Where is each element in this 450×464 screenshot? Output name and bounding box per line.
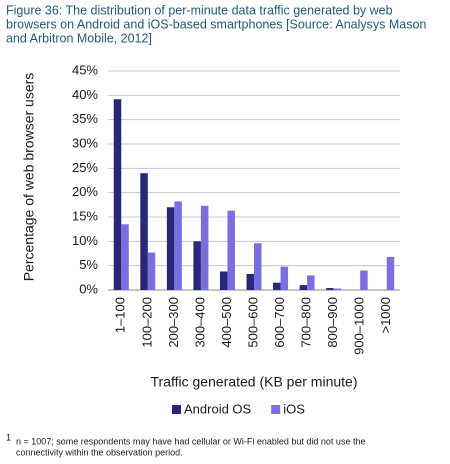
legend-label: iOS: [283, 401, 305, 416]
bar: [219, 271, 228, 290]
chart-title: Figure 36: The distribution of per-minut…: [6, 3, 393, 17]
bar: [227, 210, 235, 290]
y-tick-label: 20%: [72, 184, 98, 199]
y-tick-label: 35%: [72, 111, 98, 126]
bar: [254, 243, 262, 290]
x-tick-label: 400–500: [219, 297, 234, 348]
bar: [174, 201, 182, 290]
legend-swatch: [172, 405, 181, 414]
bar: [333, 288, 342, 290]
footnote-marker: 1: [6, 432, 11, 442]
chart-title: and Arbitron Mobile, 2012]: [6, 31, 152, 45]
x-tick-label: 1–100: [113, 297, 128, 333]
bar: [113, 99, 122, 290]
bar: [386, 256, 395, 290]
y-tick-label: 25%: [72, 160, 98, 175]
bar: [360, 270, 368, 290]
x-tick-label: 700–800: [299, 297, 314, 348]
y-tick-label: 10%: [72, 233, 98, 248]
bar: [121, 224, 129, 290]
y-tick-label: 5%: [79, 257, 98, 272]
bar: [299, 285, 308, 290]
y-tick-label: 15%: [72, 208, 98, 223]
y-tick-label: 40%: [72, 87, 98, 102]
legend-swatch: [271, 405, 281, 414]
bar: [166, 207, 175, 290]
x-tick-label: 300–400: [192, 297, 207, 348]
bar: [280, 266, 289, 290]
chart-title: browsers on Android and iOS-based smartp…: [6, 17, 426, 31]
x-axis-title: Traffic generated (KB per minute): [151, 374, 358, 390]
x-tick-label: 500–600: [245, 297, 260, 348]
y-tick-label: 30%: [72, 135, 98, 150]
x-tick-label: 200–300: [166, 297, 181, 348]
x-tick-label: 600–700: [272, 297, 287, 348]
x-tick-label: >1000: [378, 297, 393, 334]
x-tick-label: 800–900: [325, 297, 340, 348]
bar: [273, 282, 281, 290]
x-tick-label: 900–1000: [352, 297, 367, 355]
bar: [246, 273, 254, 290]
y-tick-label: 45%: [72, 62, 98, 77]
bar: [147, 252, 156, 290]
footnote: connectivity within the observation peri…: [16, 447, 183, 457]
legend-label: Android OS: [184, 401, 252, 416]
bar: [200, 205, 209, 290]
y-tick-label: 0%: [79, 281, 98, 296]
bar: [326, 288, 334, 290]
bar: [140, 173, 148, 290]
bar: [307, 275, 315, 290]
y-axis-title: Percentage of web browser users: [21, 73, 37, 282]
x-tick-label: 100–200: [139, 297, 154, 348]
bar: [193, 241, 201, 290]
footnote: n = 1007; some respondents may have had …: [16, 436, 365, 446]
